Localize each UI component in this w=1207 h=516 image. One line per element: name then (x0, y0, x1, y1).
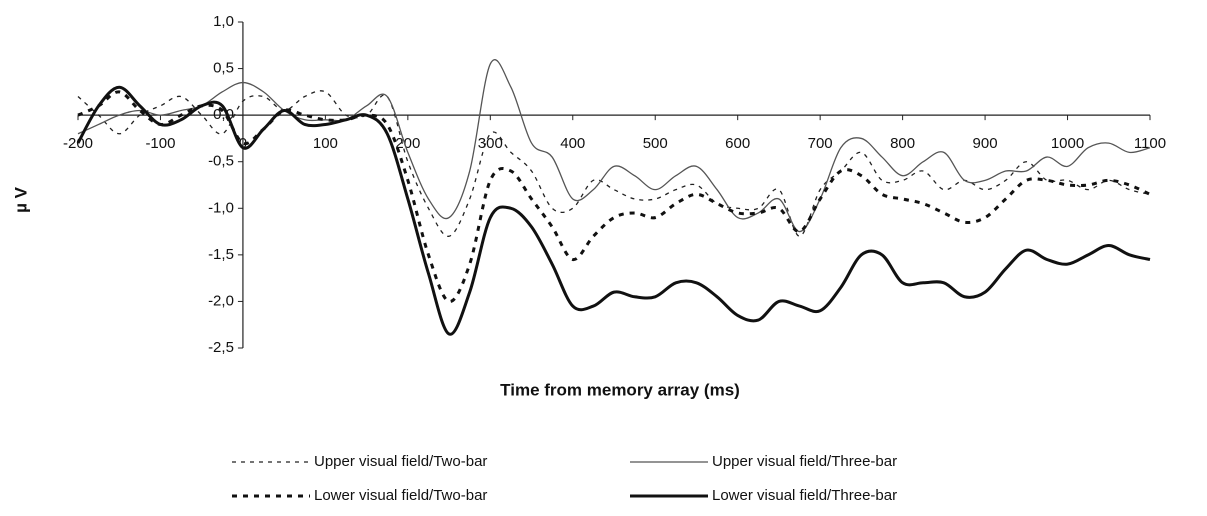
legend-label: Upper visual field/Three-bar (712, 453, 897, 470)
data-line (77, 59, 1151, 233)
x-tick-label: 1000 (1051, 135, 1084, 152)
x-tick-label: -200 (63, 135, 93, 152)
x-tick-label: 1100 (1134, 135, 1166, 152)
x-tick-label: 400 (560, 135, 585, 152)
x-tick-label: 200 (395, 135, 420, 152)
x-tick-label: 700 (808, 135, 833, 152)
y-tick-label: -2,0 (208, 292, 234, 309)
x-tick-label: 500 (643, 135, 668, 152)
x-tick-label: 100 (313, 135, 338, 152)
y-axis-title: µ V (11, 186, 30, 213)
y-tick-label: -1,0 (208, 199, 234, 216)
legend-label: Lower visual field/Three-bar (712, 487, 897, 504)
x-tick-label: 300 (478, 135, 503, 152)
y-tick-label: -1,5 (208, 246, 234, 263)
x-tick-label: -100 (145, 135, 175, 152)
data-line (77, 90, 1151, 303)
y-tick-label: -2,5 (208, 339, 234, 356)
y-tick-label: 1,0 (213, 13, 234, 30)
y-tick-label: -0,5 (208, 153, 234, 170)
legend-label: Upper visual field/Two-bar (314, 453, 487, 470)
x-tick-label: 900 (973, 135, 998, 152)
legend-label: Lower visual field/Two-bar (314, 487, 487, 504)
x-tick-label: 0 (239, 135, 247, 152)
y-tick-label: 0,5 (213, 60, 234, 77)
x-tick-label: 800 (890, 135, 915, 152)
x-tick-label: 600 (725, 135, 750, 152)
x-axis-title: Time from memory array (ms) (500, 380, 740, 399)
data-line (76, 85, 1151, 336)
